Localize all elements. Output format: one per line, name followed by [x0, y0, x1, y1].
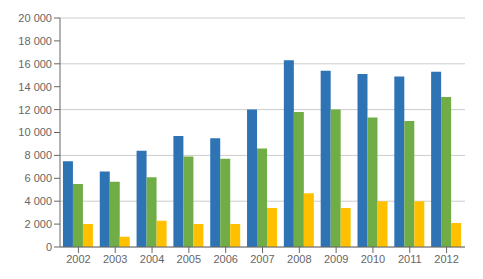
svg-text:2005: 2005	[177, 253, 201, 265]
svg-text:4 000: 4 000	[24, 195, 52, 207]
svg-text:2008: 2008	[287, 253, 311, 265]
svg-text:2007: 2007	[250, 253, 274, 265]
svg-text:2 000: 2 000	[24, 218, 52, 230]
svg-text:10 000: 10 000	[18, 126, 52, 138]
svg-text:14 000: 14 000	[18, 81, 52, 93]
svg-text:20 000: 20 000	[18, 12, 52, 24]
svg-text:2011: 2011	[398, 253, 422, 265]
svg-text:8 000: 8 000	[24, 149, 52, 161]
svg-text:12 000: 12 000	[18, 104, 52, 116]
svg-text:0: 0	[46, 241, 52, 253]
svg-text:2006: 2006	[213, 253, 237, 265]
svg-text:2004: 2004	[140, 253, 164, 265]
svg-text:2002: 2002	[66, 253, 90, 265]
svg-text:2009: 2009	[324, 253, 348, 265]
svg-text:2003: 2003	[103, 253, 127, 265]
svg-text:2010: 2010	[361, 253, 385, 265]
svg-text:6 000: 6 000	[24, 172, 52, 184]
svg-text:18 000: 18 000	[18, 35, 52, 47]
svg-text:2012: 2012	[434, 253, 458, 265]
svg-text:16 000: 16 000	[18, 58, 52, 70]
